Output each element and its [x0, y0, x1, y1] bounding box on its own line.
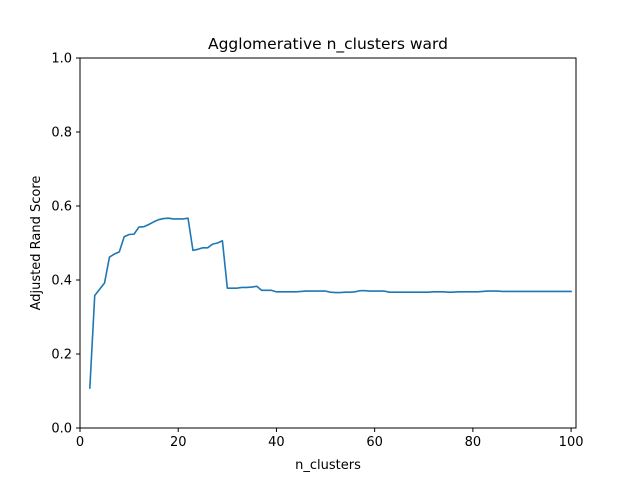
y-tick-label: 0.2 [51, 348, 72, 363]
y-tick-label: 0.8 [51, 126, 72, 141]
y-tick-label: 0.6 [51, 200, 72, 215]
x-tick-label: 60 [366, 435, 383, 450]
x-tick-label: 100 [559, 435, 584, 450]
y-tick-label: 0.0 [51, 422, 72, 437]
chart-title: Agglomerative n_clusters ward [208, 35, 448, 54]
plot-area [88, 217, 572, 389]
y-tick-label: 1.0 [51, 52, 72, 67]
plot-frame [79, 57, 577, 429]
x-axis-label: n_clusters [295, 458, 361, 473]
x-tick-label: 20 [170, 435, 187, 450]
x-tick-label: 80 [465, 435, 482, 450]
series-line [88, 217, 572, 389]
y-axis-label: Adjusted Rand Score [29, 176, 44, 311]
axes: 0 20 40 60 80 100 0.0 0.2 0.4 0.6 0.8 1.0 [51, 52, 583, 451]
x-tick-label: 0 [76, 435, 84, 450]
x-tick-label: 40 [268, 435, 285, 450]
y-tick-label: 0.4 [51, 274, 72, 289]
